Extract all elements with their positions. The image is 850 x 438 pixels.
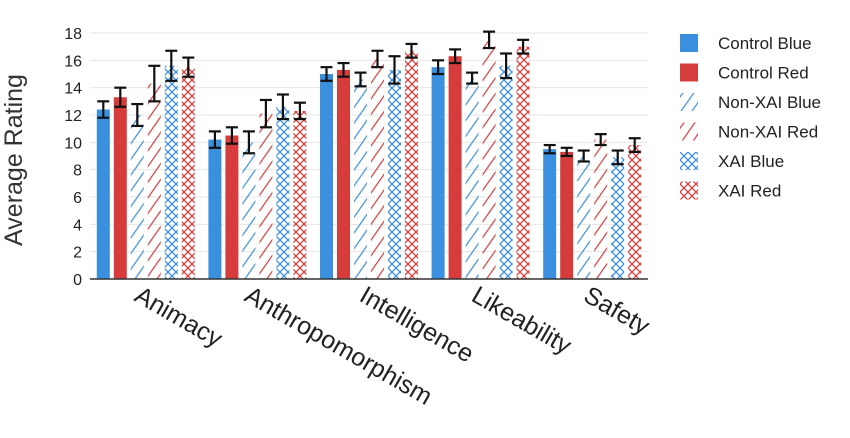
error-bar [611, 149, 624, 166]
error-bar [354, 71, 367, 88]
error-bar [337, 61, 350, 78]
y-axis-ticks: 0 2 4 6 8 10 12 14 16 18 [64, 26, 82, 289]
bar-intelligence-xai-red [405, 50, 418, 280]
bar-anthropomorphism-xai-red [293, 110, 307, 280]
y-tick-label: 2 [73, 245, 82, 262]
y-tick-label: 8 [73, 163, 82, 180]
error-bar [259, 98, 272, 129]
error-bar [388, 55, 401, 85]
error-bar [148, 64, 161, 103]
error-bar [242, 130, 255, 155]
category-labels: Animacy AnthropomorphismIntelligenceLikea… [130, 281, 655, 411]
error-bar [432, 59, 445, 76]
y-tick-label: 12 [64, 108, 82, 125]
error-bar [543, 143, 556, 155]
y-tick-label: 6 [73, 190, 82, 207]
bar-safety-control-blue [543, 149, 557, 279]
error-bar [449, 48, 462, 65]
y-tick-label: 14 [64, 81, 82, 98]
category-label-animacy: Animacy [130, 281, 227, 353]
y-tick-label: 10 [64, 135, 82, 152]
category-label-anthropomorphism: Anthropomorphism [240, 281, 437, 411]
bar-animacy-control-red [113, 97, 127, 279]
error-bar [276, 93, 289, 121]
legend-label: Control Red [718, 64, 809, 83]
bar-likeability-non-xai-red [482, 39, 496, 280]
error-bar [560, 146, 573, 158]
bar-likeability-control-blue [431, 67, 445, 280]
bar-animacy-non-xai-blue [130, 115, 144, 279]
y-tick-label: 18 [64, 26, 82, 43]
bar-safety-control-red [560, 151, 574, 279]
error-bar [628, 137, 641, 153]
error-bar [182, 56, 195, 78]
bar-animacy-control-blue [96, 109, 110, 280]
legend-swatch [680, 122, 698, 141]
error-bar [577, 149, 590, 163]
y-tick-label: 4 [73, 217, 82, 234]
y-axis-title: Average Rating [0, 74, 28, 246]
error-bar [293, 101, 306, 121]
bar-safety-xai-red [628, 145, 642, 279]
legend-swatch [680, 181, 698, 200]
bar-safety-xai-blue [611, 157, 625, 279]
bar-safety-non-xai-blue [577, 156, 591, 279]
bar-intelligence-non-xai-blue [354, 79, 367, 279]
legend-swatch [680, 34, 698, 52]
legend-label: Non-XAI Blue [718, 93, 821, 112]
error-bars [97, 30, 641, 166]
bar-likeability-non-xai-blue [465, 78, 479, 279]
bar-anthropomorphism-control-blue [208, 139, 222, 279]
error-bar [208, 130, 221, 149]
error-bar [165, 49, 178, 82]
bar-anthropomorphism-control-red [225, 135, 239, 279]
error-bar [594, 133, 607, 147]
bar-anthropomorphism-non-xai-blue [242, 142, 256, 279]
error-bar [114, 86, 127, 108]
legend: Control Blue Control Red Non-XAI Blue Non-X… [680, 34, 821, 201]
y-tick-label: 16 [64, 53, 82, 70]
category-label-likeability: Likeability [467, 281, 577, 360]
legend-label: Control Blue [718, 34, 812, 53]
bar-safety-non-xai-red [594, 139, 608, 279]
bar-intelligence-control-blue [320, 74, 333, 279]
error-bar [131, 102, 144, 128]
bar-intelligence-xai-blue [388, 69, 401, 280]
legend-item-xai-red: XAI Red [680, 181, 781, 201]
legend-item-control-blue: Control Blue [680, 34, 812, 53]
bars [96, 39, 642, 280]
error-bar [371, 49, 384, 69]
legend-item-non-xai-red: Non-XAI Red [680, 122, 818, 142]
legend-label: Non-XAI Red [718, 123, 818, 142]
bar-likeability-control-red [448, 56, 462, 279]
legend-swatch [680, 63, 698, 82]
legend-item-control-red: Control Red [680, 63, 809, 83]
category-label-safety: Safety [579, 281, 655, 341]
bar-animacy-xai-red [181, 67, 195, 280]
y-tick-label: 0 [73, 272, 82, 289]
legend-label: XAI Red [718, 182, 781, 201]
error-bar [320, 66, 333, 82]
error-bar [500, 52, 513, 80]
error-bar [97, 100, 110, 119]
bar-animacy-non-xai-red [147, 83, 161, 279]
bar-likeability-xai-blue [499, 65, 513, 279]
error-bar [466, 71, 479, 85]
error-bar [483, 30, 496, 50]
error-bar [517, 38, 530, 55]
bar-anthropomorphism-xai-blue [276, 106, 290, 279]
legend-item-xai-blue: XAI Blue [680, 152, 784, 171]
error-bar [225, 126, 238, 145]
error-bar [405, 42, 418, 59]
legend-swatch [680, 93, 698, 111]
legend-item-non-xai-blue: Non-XAI Blue [680, 93, 821, 112]
bar-anthropomorphism-non-xai-red [259, 113, 273, 279]
bar-intelligence-non-xai-red [371, 58, 384, 279]
bar-intelligence-control-red [337, 69, 350, 280]
legend-swatch [680, 152, 698, 170]
bar-animacy-xai-blue [164, 65, 178, 279]
bar-likeability-xai-red [516, 46, 530, 279]
legend-label: XAI Blue [718, 152, 784, 171]
